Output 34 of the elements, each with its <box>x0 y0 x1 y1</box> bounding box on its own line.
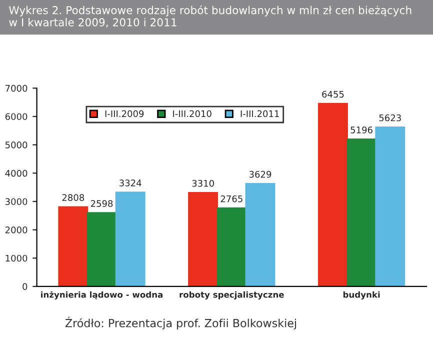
legend-label: I-III.2009 <box>105 110 144 118</box>
bar <box>86 212 117 286</box>
bar <box>318 102 348 286</box>
bar <box>216 207 247 286</box>
data-label: 6455 <box>322 90 344 98</box>
data-label: 3629 <box>249 170 272 178</box>
legend-label: I-III.2010 <box>173 110 212 118</box>
data-label: 2598 <box>90 200 113 207</box>
chart-title: Wykres 2. Podstawowe rodzaje robót budowlanych w mln zł cen bieżących w I kwartale 2009, 2010 i 2011 <box>9 5 412 28</box>
data-label: 2765 <box>220 195 242 202</box>
bar <box>58 206 88 286</box>
bar <box>346 138 377 286</box>
y-tick-label: 4000 <box>5 170 28 177</box>
y-tick-label: 0 <box>22 283 28 290</box>
bar <box>245 182 276 286</box>
text: Źródło: Prezentacja prof. Zofii Bolkowskiej <box>65 316 296 330</box>
y-tick-label: 3000 <box>5 198 28 206</box>
bar <box>115 192 146 286</box>
x-tick-label: budynki <box>343 291 380 300</box>
legend-label: I-III.2011 <box>240 110 279 118</box>
x-tick-label: roboty specjalistyczne <box>180 291 284 300</box>
data-label: 3324 <box>120 180 142 186</box>
bar <box>375 126 406 286</box>
bar <box>188 192 218 286</box>
y-tick-label: 7000 <box>6 84 28 92</box>
y-tick-label: 1000 <box>6 254 28 262</box>
y-tick-label: 6000 <box>5 113 28 120</box>
data-label: 5196 <box>350 126 372 134</box>
data-label: 3310 <box>192 180 214 187</box>
data-label: 2808 <box>62 194 84 201</box>
y-tick-label: 5000 <box>6 142 28 148</box>
x-tick-label: inżynieria lądowo - wodna <box>41 291 162 300</box>
data-label: 5623 <box>379 114 401 122</box>
y-tick-label: 2000 <box>5 226 28 234</box>
